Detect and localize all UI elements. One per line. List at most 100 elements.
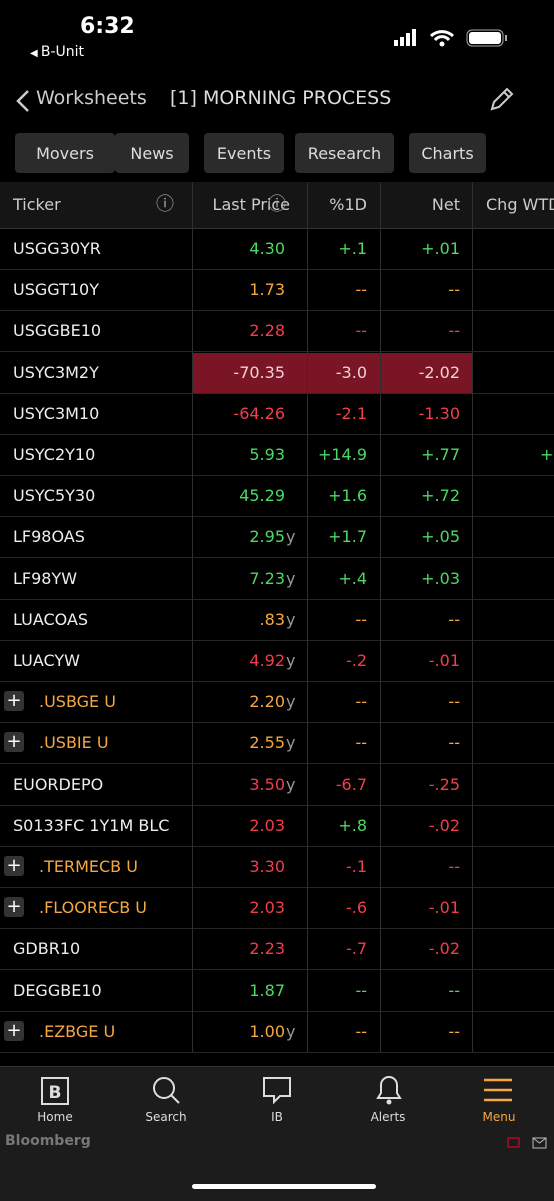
info-icon[interactable]: ⓘ [268,194,286,215]
tab[interactable]: News [115,133,189,173]
column-divider [472,598,473,640]
tab-bar-label[interactable]: Search [145,1110,187,1124]
brand: Bloomberg [5,1133,91,1149]
ticker: .EZBGE U [39,1021,116,1041]
ticker: USGG30YR [13,239,101,258]
edit-icon[interactable] [488,85,516,113]
nav-title: [1] MORNING PROCESS [170,87,392,109]
ticker: .USBGE U [39,692,116,712]
column-header[interactable]: %1D [329,195,367,214]
expand-button[interactable]: + [4,732,24,753]
table-row[interactable]: GDBR10 2.23 -.7 -.02 [0,928,554,971]
table-row[interactable]: + .FLOORECB U 2.03 -.6 -.01 [0,887,554,930]
table-row[interactable]: + .EZBGE U 1.00 y -- -- [0,1010,554,1053]
table-row[interactable]: LF98OAS 2.95 y +1.7 +.05 [0,516,554,559]
table-row[interactable]: USGG30YR 4.30 +.1 +.01 [0,228,554,270]
column-divider [380,434,381,475]
net-change: -- [448,280,460,300]
svg-text:B: B [49,1083,62,1103]
ticker: GDBR10 [13,939,81,959]
back-chevron[interactable] [14,88,34,114]
column-divider [472,887,473,929]
column-divider [307,969,308,1011]
column-divider [307,434,308,475]
tab-bar-label[interactable]: Menu [482,1110,516,1124]
net-change: +.77 [421,445,460,464]
clock: 6:32 [80,14,135,39]
table-row[interactable]: EUORDEPO 3.50 y -6.7 -.25 [0,763,554,806]
table-row[interactable]: LUACYW 4.92 y -.2 -.01 [0,640,554,682]
nav-back[interactable]: Worksheets [36,87,147,109]
status-icons [394,29,507,47]
table-row[interactable]: S0133FC 1Y1M BLC 2.03 +.8 -.02 [0,804,554,847]
table-row[interactable]: LUACOAS .83 y -- -- [0,598,554,641]
table-row[interactable]: USYC5Y30 45.29 +1.6 +.72 [0,475,554,518]
column-header[interactable]: Last Price [212,195,290,214]
tab-bar-label[interactable]: Alerts [370,1110,406,1124]
column-divider [472,516,473,558]
table-row[interactable]: + .USBIE U 2.55 y -- -- [0,722,554,765]
ticker: USGGBE10 [13,321,102,341]
column-divider [307,887,308,929]
table-row[interactable]: USYC3M2Y -70.35 -3.0 -2.02 [0,351,554,394]
chg-wtd: + [540,445,554,464]
tab[interactable]: Movers [15,133,115,173]
tab-bar-label[interactable]: Home [37,1110,73,1124]
pct-1d: -- [355,321,367,341]
table-row[interactable]: + .USBGE U 2.20 y -- -- [0,681,554,724]
column-divider [192,1010,193,1052]
column-divider [307,1010,308,1052]
pct-1d: +.4 [338,568,367,588]
back-app-label: B-Unit [40,44,85,60]
price-suffix: y [286,568,296,588]
column-divider [192,887,193,929]
pct-1d: -.2 [345,651,367,670]
column-divider [307,351,308,393]
back-app[interactable]: ◀ B-Unit [30,44,85,60]
column-divider [307,269,308,311]
column-divider [192,640,193,681]
tab[interactable]: Research [295,133,394,173]
net-change: +.03 [421,568,460,588]
net-change: -.01 [428,898,460,918]
table-row[interactable]: + .TERMECB U 3.30 -.1 -- [0,846,554,888]
table-row[interactable]: USGGT10Y 1.73 -- -- [0,269,554,312]
column-divider [307,392,308,434]
table-row[interactable]: USYC3M10 -64.26 -2.1 -1.30 [0,392,554,435]
column-divider [192,516,193,558]
ticker: LUACOAS [13,609,89,629]
expand-button[interactable]: + [4,856,24,876]
column-divider [472,182,473,228]
price-suffix: y [286,609,296,629]
table-row[interactable]: LF98YW 7.23 y +.4 +.03 [0,557,554,600]
column-divider [380,928,381,970]
column-header[interactable]: Chg WTD [486,195,554,214]
column-divider [307,640,308,681]
tab[interactable]: Charts [409,133,486,173]
tab[interactable]: Events [204,133,284,173]
column-header[interactable]: Ticker [13,195,61,214]
table-row[interactable]: USGGBE10 2.28 -- -- [0,310,554,353]
expand-button[interactable]: + [4,691,24,712]
expand-button[interactable]: + [4,897,24,918]
ticker: USYC2Y10 [13,445,96,464]
column-divider [380,228,381,269]
table-row[interactable]: USYC2Y10 5.93 +14.9 +.77 + [0,434,554,476]
home-indicator [192,1184,376,1189]
column-header[interactable]: Net [431,195,460,214]
ticker: DEGGBE10 [13,980,102,1000]
tab-bar-label[interactable]: IB [271,1110,283,1124]
expand-button[interactable]: + [4,1020,24,1041]
column-divider [307,763,308,805]
column-divider [380,887,381,929]
column-divider [307,681,308,723]
column-divider [307,475,308,517]
info-icon[interactable]: ⓘ [156,194,174,215]
net-change: +.72 [421,486,460,506]
pct-1d: -- [355,733,367,753]
last-price: 4.30 [249,239,285,258]
pct-1d: -2.1 [335,403,367,423]
ticker: USYC3M10 [13,403,100,423]
table-row[interactable]: DEGGBE10 1.87 -- -- [0,969,554,1012]
pct-1d: -- [355,980,367,1000]
